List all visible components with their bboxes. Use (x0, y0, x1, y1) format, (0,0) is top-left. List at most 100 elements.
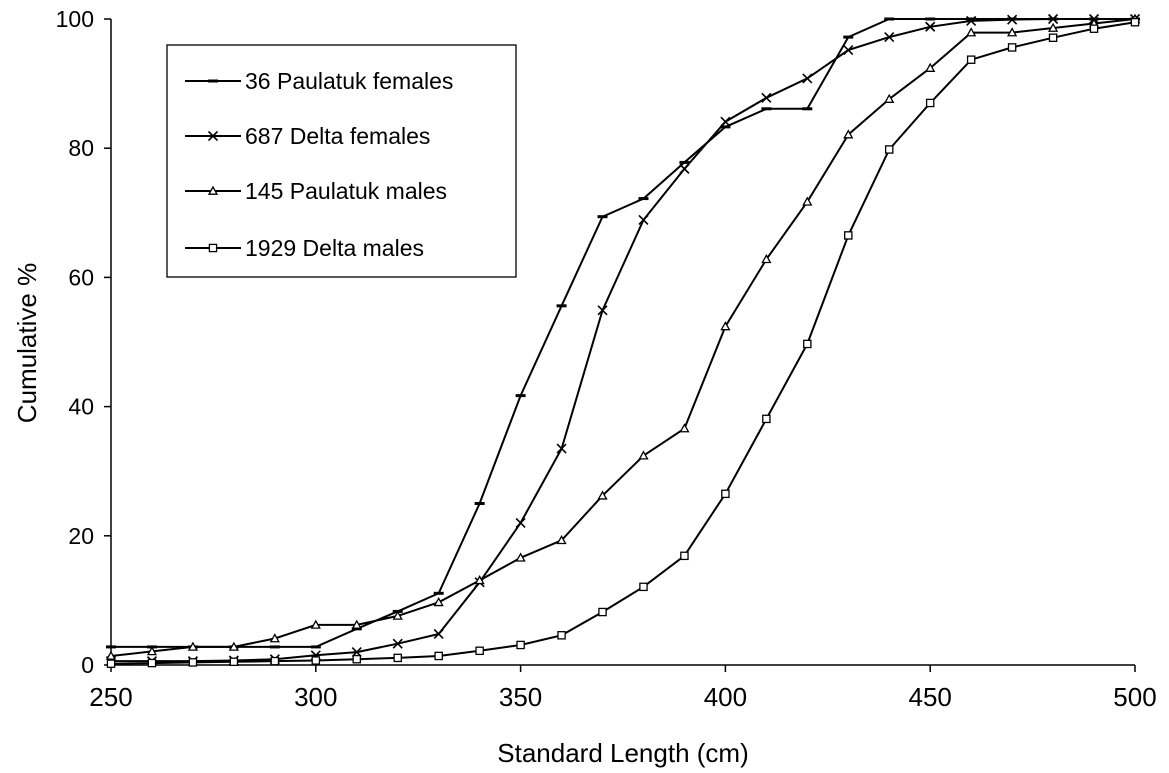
series-line (110, 18, 1136, 657)
data-point-x (392, 638, 403, 649)
data-point-triangle (720, 321, 731, 331)
series-line (110, 21, 1136, 665)
data-point-triangle (474, 575, 485, 585)
series-layer (105, 13, 1141, 668)
legend-item: 1929 Delta males (185, 235, 424, 261)
legend-label: 36 Paulatuk females (245, 68, 453, 94)
x-tick-label: 400 (704, 682, 747, 712)
data-point-square (516, 640, 525, 650)
x-stroke (638, 214, 649, 225)
legend-label: 687 Delta females (245, 123, 430, 149)
data-point-triangle (146, 646, 158, 656)
data-point-triangle (925, 62, 936, 72)
x-stroke (515, 517, 526, 528)
data-point-square (147, 658, 157, 668)
data-point-triangle (105, 650, 117, 660)
data-point-x (515, 517, 526, 528)
series-4 (106, 17, 1140, 668)
x-stroke (392, 638, 403, 649)
x-stroke (966, 15, 977, 27)
data-point-square (1048, 33, 1058, 42)
legend-item: 36 Paulatuk females (185, 68, 453, 94)
x-stroke (597, 305, 608, 316)
x-axis-label: Standard Length (cm) (497, 738, 748, 768)
data-point-square (762, 414, 771, 424)
data-point-triangle (392, 610, 403, 620)
data-point-square (1089, 24, 1099, 33)
data-point-square (475, 646, 484, 656)
data-point-triangle (679, 423, 690, 433)
data-point-square (721, 489, 730, 499)
data-point-triangle (556, 534, 567, 545)
x-stroke (1048, 13, 1059, 25)
x-tick-label: 450 (909, 682, 952, 712)
data-point-square (1130, 17, 1140, 27)
data-point-square (311, 656, 321, 665)
data-point-x (1048, 13, 1059, 25)
x-stroke (433, 628, 444, 640)
legend-box (166, 44, 517, 278)
data-point-square (270, 656, 280, 666)
data-point-triangle (761, 253, 772, 264)
data-point-triangle (351, 619, 362, 629)
data-point-x (720, 116, 731, 127)
x-tick-label: 300 (294, 682, 337, 712)
y-tick-label: 100 (56, 6, 94, 32)
data-point-x (761, 92, 772, 103)
data-point-triangle (433, 596, 444, 607)
data-point-square (925, 98, 935, 108)
x-stroke (556, 443, 567, 454)
data-point-square (803, 339, 812, 349)
data-point-square (434, 651, 443, 661)
y-axis-label: Cumulative % (12, 263, 42, 423)
data-point-triangle (310, 619, 321, 629)
legend-label: 1929 Delta males (245, 235, 424, 261)
data-point-square (188, 658, 198, 667)
data-point-triangle (966, 27, 977, 37)
y-tick-label: 20 (68, 523, 94, 549)
x-stroke (1007, 14, 1018, 25)
data-point-square (680, 551, 689, 561)
data-point-square (1007, 43, 1017, 52)
data-point-triangle (269, 633, 280, 643)
data-point-x (966, 15, 977, 27)
data-point-square (393, 653, 402, 663)
y-tick-label: 60 (68, 264, 94, 290)
data-point-square (598, 607, 607, 617)
x-tick-label: 250 (89, 682, 132, 712)
legend-label: 145 Paulatuk males (245, 178, 447, 204)
data-point-triangle (515, 552, 526, 562)
data-point-square (208, 243, 218, 253)
data-point-triangle (207, 185, 219, 195)
data-point-square (639, 582, 648, 592)
data-point-triangle (228, 641, 239, 651)
data-point-triangle (187, 641, 199, 651)
series-3 (105, 13, 1141, 660)
x-tick-label: 500 (1113, 682, 1156, 712)
x-stroke (925, 21, 936, 32)
data-point-triangle (1007, 27, 1018, 37)
data-point-triangle (597, 490, 608, 500)
legend-item: 145 Paulatuk males (185, 178, 447, 204)
data-point-triangle (1047, 22, 1059, 32)
data-point-x (884, 32, 895, 43)
data-point-x (679, 163, 690, 174)
data-point-x (556, 443, 567, 454)
data-point-x (638, 214, 649, 225)
x-stroke (802, 73, 813, 84)
data-point-triangle (802, 196, 813, 206)
data-point-triangle (884, 93, 895, 103)
axes: 0 20 40 60 80 100 250 300 350 400 450 500 (56, 6, 1157, 712)
data-point-x (843, 44, 854, 56)
series-line (111, 18, 1135, 648)
data-point-x (207, 130, 219, 142)
data-point-x (1007, 14, 1018, 25)
y-tick-label: 40 (68, 394, 94, 420)
x-stroke (679, 163, 690, 174)
x-stroke (761, 92, 772, 103)
data-point-square (884, 145, 894, 154)
data-point-square (966, 55, 976, 64)
data-point-square (557, 631, 566, 640)
x-stroke (884, 32, 895, 43)
